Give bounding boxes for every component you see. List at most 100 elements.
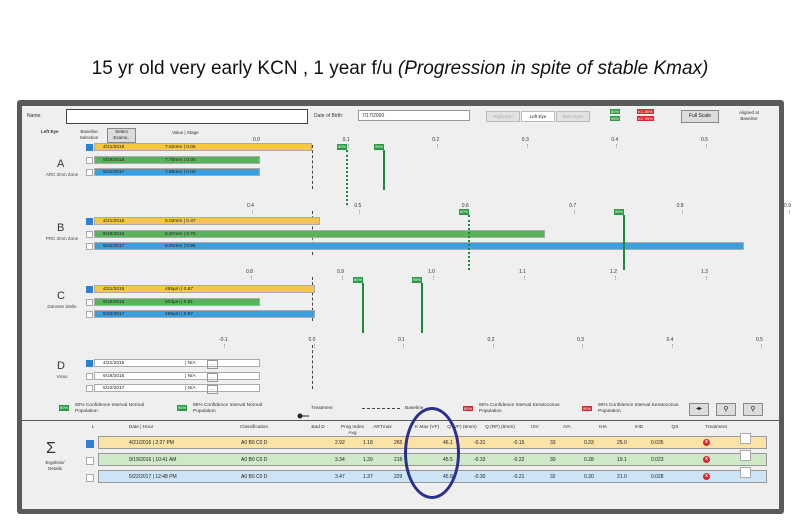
cell-cls: A0 B0 C0 D <box>241 440 268 446</box>
dob-field[interactable]: 7/17/2000 <box>358 110 470 121</box>
exam-value: 503µm | 0.81 <box>165 299 194 305</box>
cell-badd: 3.47 <box>335 474 345 480</box>
column-header: Date | Hour <box>128 425 154 430</box>
axis-tick <box>224 344 225 348</box>
baseline-marker <box>312 145 313 189</box>
exam-value: | N/A <box>185 386 196 391</box>
cell-iva: 0.28 <box>584 457 594 463</box>
right-eye-button[interactable]: Right Eye <box>486 111 520 122</box>
ci-tag: 80% <box>459 209 470 215</box>
exam-date: 9/19/2016 <box>103 373 125 379</box>
axis-tick <box>252 210 253 214</box>
exam-date: 9/19/2016 <box>103 231 125 237</box>
axis-tick <box>342 276 343 280</box>
cell-qrf: -0.21 <box>513 474 525 480</box>
axis-tick <box>789 210 790 214</box>
exam-value: 7.69mm | 0.00 <box>165 170 196 175</box>
baseline-radio[interactable] <box>86 298 93 306</box>
treatment-checkbox[interactable] <box>740 467 751 478</box>
np-95-indicator: 95% <box>610 116 621 121</box>
cell-isv: 32 <box>550 474 556 480</box>
cell-art: 218 <box>394 457 403 463</box>
visus-more-button[interactable]: … <box>207 385 218 394</box>
section-subtitle: PRC 3mm Zone <box>45 236 79 241</box>
cell-iha: 25.0 <box>617 440 627 446</box>
section-letter: C <box>57 290 65 302</box>
exam-date: 4/21/2016 <box>103 287 125 292</box>
cell-isv: 30 <box>550 457 556 463</box>
cell-qrf: -0.22 <box>513 457 525 463</box>
name-field[interactable] <box>66 109 308 124</box>
section-letter: B <box>57 222 65 234</box>
exam-value: 7.62mm | 0.06 <box>165 145 196 150</box>
axis-tick <box>574 210 576 214</box>
axis-tick-label: 0.2 <box>432 137 440 143</box>
axis-tick-label: 0.9 <box>784 203 791 209</box>
cell-art: 229 <box>394 474 403 480</box>
axis-tick <box>433 276 434 280</box>
baseline-radio[interactable] <box>86 286 93 293</box>
ci-line <box>362 283 364 333</box>
visus-more-button[interactable]: … <box>207 372 218 382</box>
column-header: IHA <box>599 425 607 430</box>
baseline-radio[interactable] <box>86 169 93 176</box>
section-subtitle: Dünnste Stelle <box>47 304 77 309</box>
kc-80-indicator: KC 80% <box>637 109 654 114</box>
exam-value-bar: 5/22/2017 5.91mm | 0.95 <box>94 242 744 250</box>
qs-error-icon: x <box>703 473 710 480</box>
cell-cls: A0 B0 C0 D <box>241 474 268 480</box>
exam-date: 9/19/2016 <box>103 157 125 163</box>
cell-iha: 21.0 <box>617 474 627 480</box>
baseline-radio[interactable] <box>86 243 93 250</box>
axis-tick-label: 0.4 <box>247 203 254 209</box>
baseline-radio[interactable] <box>86 218 93 225</box>
zoom-in-button[interactable]: ⚲ <box>743 403 763 416</box>
treatment-checkbox[interactable] <box>740 433 751 444</box>
row-select-checkbox[interactable] <box>86 440 94 448</box>
dob-label: Date of Birth: <box>314 113 344 119</box>
expand-arrows-button[interactable]: ◂▸ <box>689 403 709 416</box>
axis-tick-label: -0.1 <box>219 337 228 343</box>
ci-line <box>346 150 348 205</box>
baseline-marker <box>312 277 313 321</box>
exam-value-bar: 5/22/2017 499µm | 0.87 <box>94 310 315 318</box>
row-select-checkbox[interactable] <box>86 474 94 482</box>
cell-ihd: 0.023 <box>651 457 664 463</box>
baseline-radio[interactable] <box>86 372 93 380</box>
axis-tick-label: 0.3 <box>577 337 584 343</box>
left-eye-button[interactable]: Left Eye <box>521 111 555 122</box>
exam-value-bar: 4/21/2016 6.03mm | 0.47 <box>94 217 321 225</box>
np-80-indicator: 80% <box>610 109 621 114</box>
axis-tick-label: 0.3 <box>521 137 529 143</box>
ci-tag: 95% <box>374 144 385 150</box>
section-subtitle: Visus <box>56 374 68 379</box>
axis-tick-label: 1.2 <box>610 269 617 275</box>
baseline-radio[interactable] <box>86 156 93 164</box>
exam-value-bar: 4/21/2016 499µm | 0.87 <box>94 285 315 293</box>
column-header: ISV <box>531 425 539 430</box>
visus-more-button[interactable]: … <box>207 360 218 369</box>
cell-ihd: 0.035 <box>651 440 664 446</box>
baseline-radio[interactable] <box>86 311 93 318</box>
axis-tick <box>359 210 361 214</box>
row-select-checkbox[interactable] <box>86 457 94 465</box>
select-exams-button[interactable]: Select Exams.. <box>107 128 136 143</box>
zoom-out-button[interactable]: ⚲ <box>716 403 736 416</box>
magnifier-plus-icon: ⚲ <box>750 406 756 413</box>
column-header: IVA <box>563 425 571 430</box>
axis-tick-label: 0.9 <box>337 269 344 275</box>
axis-tick-label: 1.0 <box>428 269 435 275</box>
both-eyes-button[interactable]: Both Eyes <box>556 111 590 122</box>
cell-qrf: -0.15 <box>513 440 525 446</box>
full-scale-button[interactable]: Full Scale <box>681 110 719 123</box>
column-header: ARTmax <box>373 425 392 430</box>
column-header: Classification <box>239 425 269 430</box>
baseline-radio[interactable] <box>86 230 93 238</box>
baseline-radio[interactable] <box>86 360 93 367</box>
axis-tick <box>671 344 673 348</box>
column-header: Treatment <box>705 425 727 430</box>
baseline-radio[interactable] <box>86 144 93 151</box>
expand-arrows-icon: ◂▸ <box>695 406 703 412</box>
treatment-checkbox[interactable] <box>740 450 751 461</box>
baseline-radio[interactable] <box>86 385 93 392</box>
